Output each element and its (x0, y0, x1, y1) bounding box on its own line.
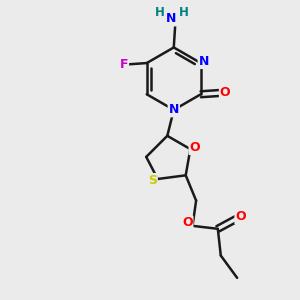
Text: N: N (169, 103, 179, 116)
Text: H: H (155, 6, 165, 19)
Text: O: O (236, 210, 246, 224)
Text: F: F (120, 58, 128, 71)
Text: S: S (148, 174, 157, 187)
Text: H: H (178, 6, 188, 19)
Text: O: O (190, 141, 200, 154)
Text: N: N (166, 12, 177, 26)
Text: O: O (182, 216, 193, 230)
Text: N: N (199, 55, 209, 68)
Text: O: O (220, 86, 230, 99)
